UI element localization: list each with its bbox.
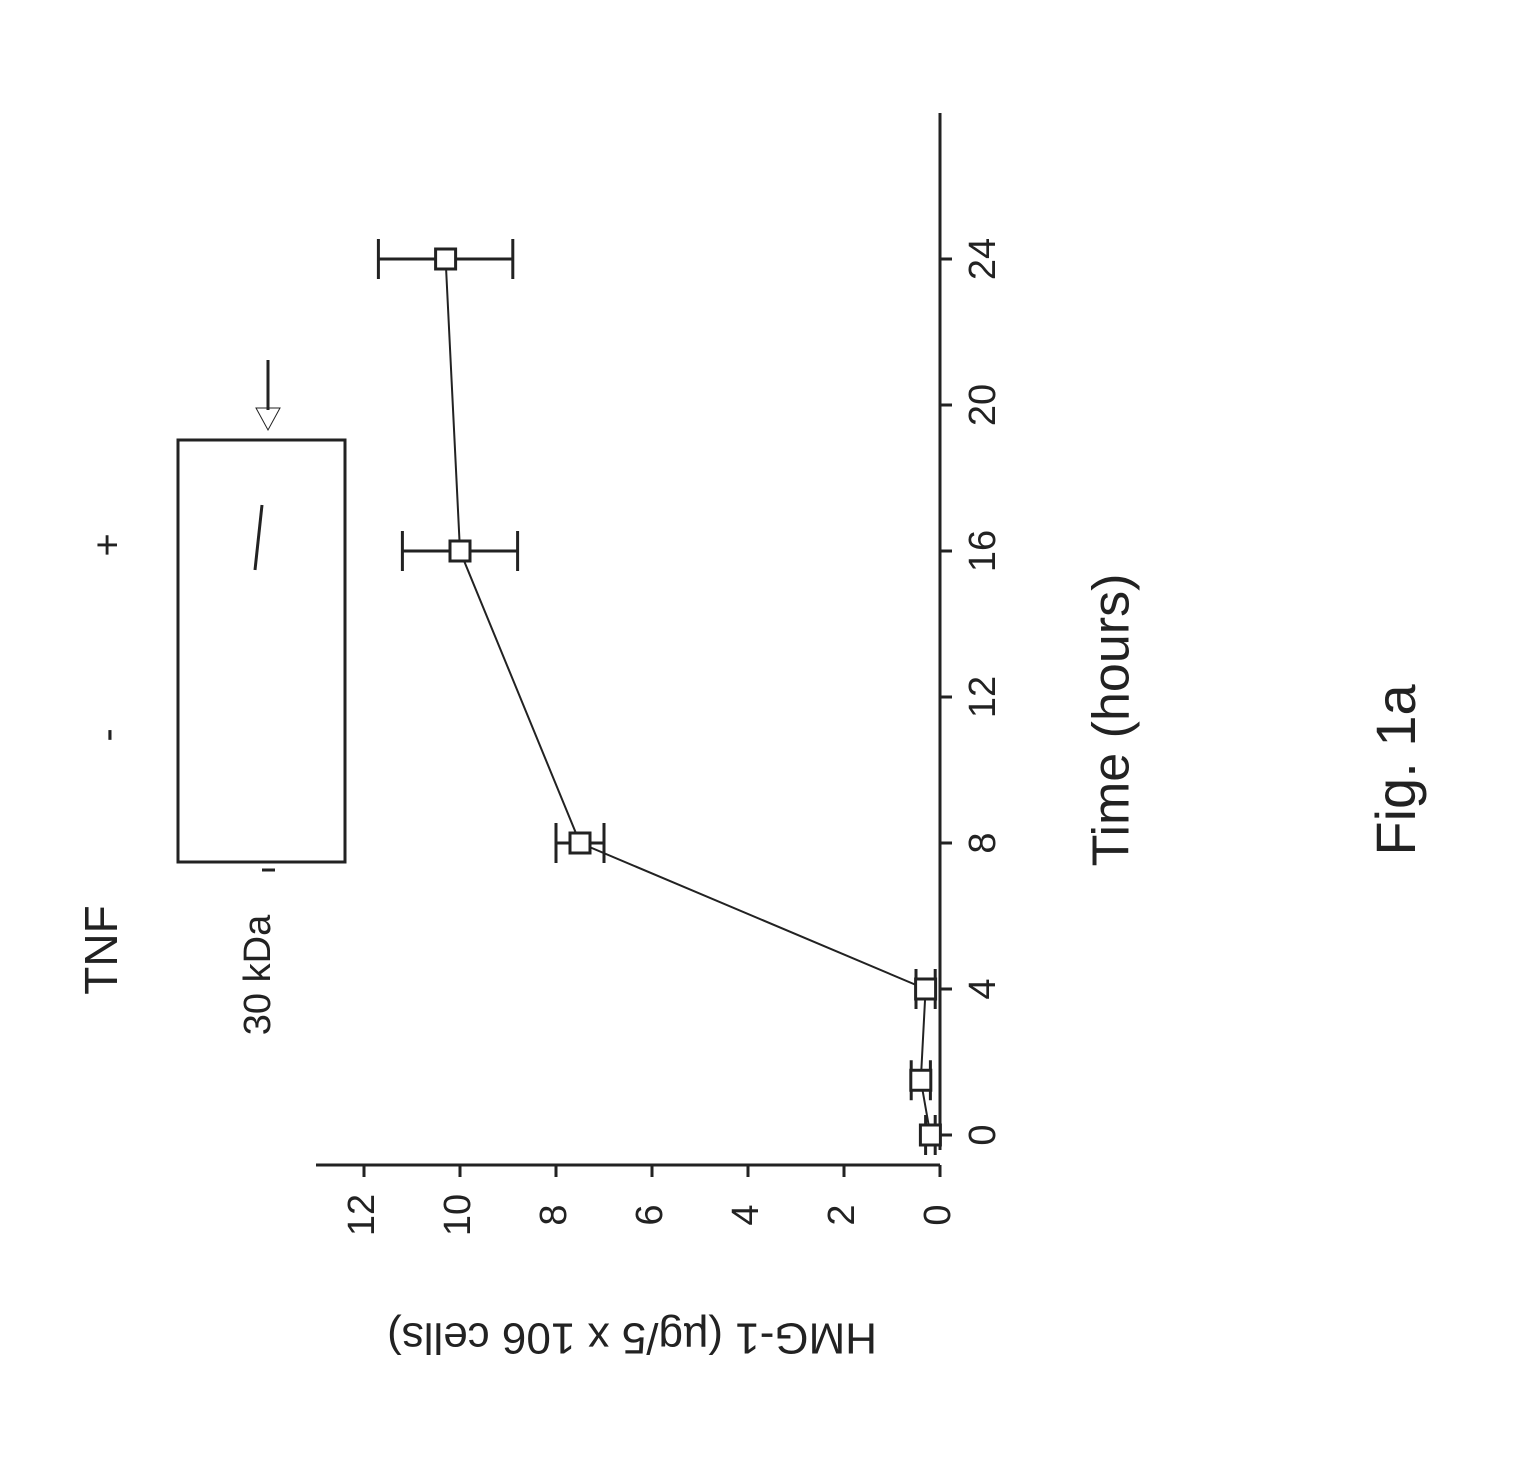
- y-tick-label: 0: [917, 1204, 959, 1225]
- blot-band: [255, 505, 262, 570]
- y-tick-label: 6: [629, 1204, 671, 1225]
- x-axis-title: Time (hours): [1083, 574, 1141, 867]
- y-tick-label: 2: [821, 1204, 863, 1225]
- data-point: [916, 979, 936, 999]
- blot-box: [178, 440, 345, 862]
- y-tick-label: 12: [341, 1194, 383, 1236]
- data-line: [446, 259, 931, 1135]
- chart: Time (hours) HMG-1 (µg/5 x 106 cells) Fi…: [0, 0, 1515, 1480]
- y-tick-label: 4: [725, 1204, 767, 1225]
- x-tick-label: 8: [962, 832, 1004, 853]
- x-tick-label: 20: [962, 384, 1004, 426]
- inset-marker-label: 30 kDa: [237, 914, 279, 1035]
- x-tick-label: 0: [962, 1124, 1004, 1145]
- x-tick-label: 24: [962, 238, 1004, 280]
- data-point: [450, 541, 470, 561]
- x-tick-label: 12: [962, 676, 1004, 718]
- x-tick-label: 16: [962, 530, 1004, 572]
- data-point: [570, 833, 590, 853]
- y-tick-label: 8: [533, 1204, 575, 1225]
- data-point: [920, 1125, 940, 1145]
- inset-lane-label: +: [86, 533, 130, 556]
- data-point: [911, 1070, 931, 1090]
- y-tick-label: 10: [437, 1194, 479, 1236]
- x-tick-label: 4: [962, 978, 1004, 999]
- figure-caption: Fig. 1a: [1364, 684, 1427, 856]
- data-point: [436, 249, 456, 269]
- inset-lane-label: -: [86, 728, 130, 741]
- band-arrow-head: [256, 408, 280, 430]
- inset-row-label: TNF: [75, 905, 127, 994]
- y-axis-title: HMG-1 (µg/5 x 106 cells): [387, 1313, 877, 1362]
